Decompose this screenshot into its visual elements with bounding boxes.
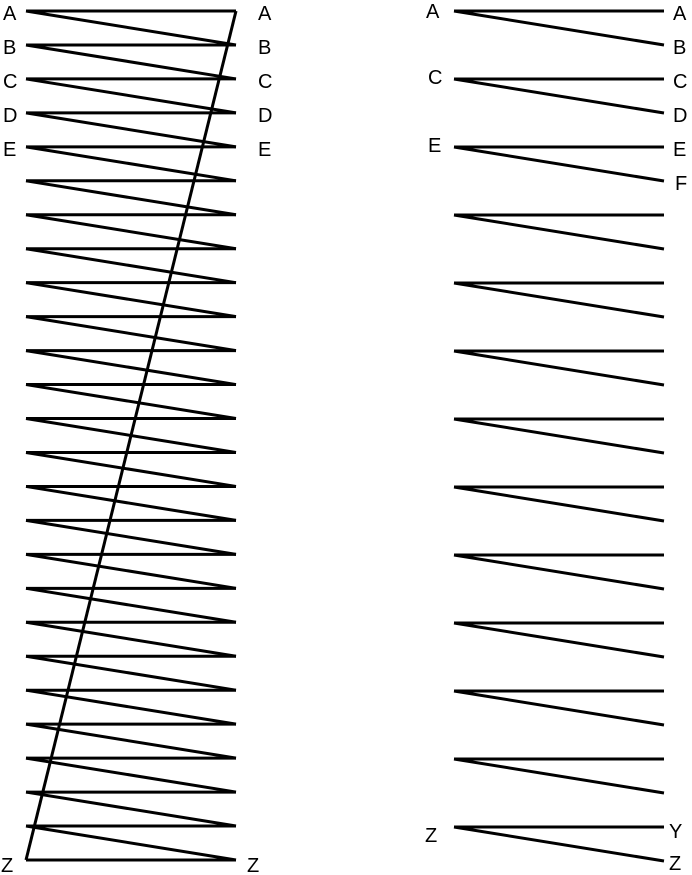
right-label-c-left: C (428, 67, 442, 89)
right-label-c-right: C (673, 71, 687, 93)
right-label-d-right: D (673, 105, 687, 127)
group-diagonal-line (453, 485, 665, 523)
diagonal-line (25, 620, 237, 658)
group-diagonal-line (453, 9, 665, 47)
diagonal-line (25, 145, 237, 183)
diagonal-line (25, 315, 237, 353)
right-label-z-bottom-right: Z (669, 853, 681, 875)
right-label-b-right: B (673, 37, 686, 59)
left-label-z-bottom-left: Z (1, 855, 13, 875)
diagonal-line (25, 213, 237, 251)
diagonal-line (25, 349, 237, 387)
right-label-y-bottom-right: Y (669, 821, 682, 843)
diagonal-line (25, 9, 237, 47)
diagonal-line (25, 111, 237, 149)
left-label-c-right: C (258, 71, 272, 93)
left-label-e-left: E (3, 139, 16, 161)
right-label-f-right: F (675, 173, 687, 195)
left-label-z-bottom-right: Z (247, 855, 259, 875)
diagonal-line (25, 586, 237, 624)
diagonal-line (25, 281, 237, 319)
diagonal-line (25, 450, 237, 488)
diagonal-line (25, 247, 237, 285)
diagonal-line (25, 383, 237, 421)
diagonal-line (25, 824, 237, 862)
right-zigzag-lines (453, 9, 665, 863)
diagonal-line (25, 179, 237, 217)
left-zigzag-lines (24, 9, 238, 862)
diagonal-line (25, 654, 237, 692)
right-label-a-right: A (673, 3, 687, 25)
diagonal-line (25, 790, 237, 828)
left-label-e-right: E (258, 139, 271, 161)
group-diagonal-line (453, 77, 665, 115)
diagonal-line (25, 756, 237, 794)
group-diagonal-line (453, 825, 665, 863)
left-label-a-left: A (3, 3, 17, 25)
group-diagonal-line (453, 281, 665, 319)
group-diagonal-line (453, 213, 665, 251)
right-label-e-right: E (673, 139, 686, 161)
left-label-b-right: B (258, 37, 271, 59)
diagonal-line (25, 43, 237, 81)
diagonal-line (25, 722, 237, 760)
left-label-d-left: D (3, 105, 17, 127)
group-diagonal-line (453, 145, 665, 183)
left-label-c-left: C (3, 71, 17, 93)
group-diagonal-line (453, 553, 665, 591)
group-diagonal-line (453, 417, 665, 455)
left-label-a-right: A (258, 3, 272, 25)
right-label-z-bottom-left: Z (425, 825, 437, 847)
right-label-a-left: A (426, 1, 440, 23)
group-diagonal-line (453, 621, 665, 659)
diagonal-line (25, 552, 237, 590)
diagonal-line (25, 518, 237, 556)
group-diagonal-line (453, 349, 665, 387)
diagonal-line (25, 484, 237, 522)
spine-line (24, 10, 238, 861)
left-label-b-left: B (3, 37, 16, 59)
group-diagonal-line (453, 689, 665, 727)
group-diagonal-line (453, 757, 665, 795)
diagonal-line (25, 688, 237, 726)
right-label-e-left: E (428, 135, 441, 157)
diagonal-line (25, 77, 237, 115)
left-label-d-right: D (258, 105, 272, 127)
